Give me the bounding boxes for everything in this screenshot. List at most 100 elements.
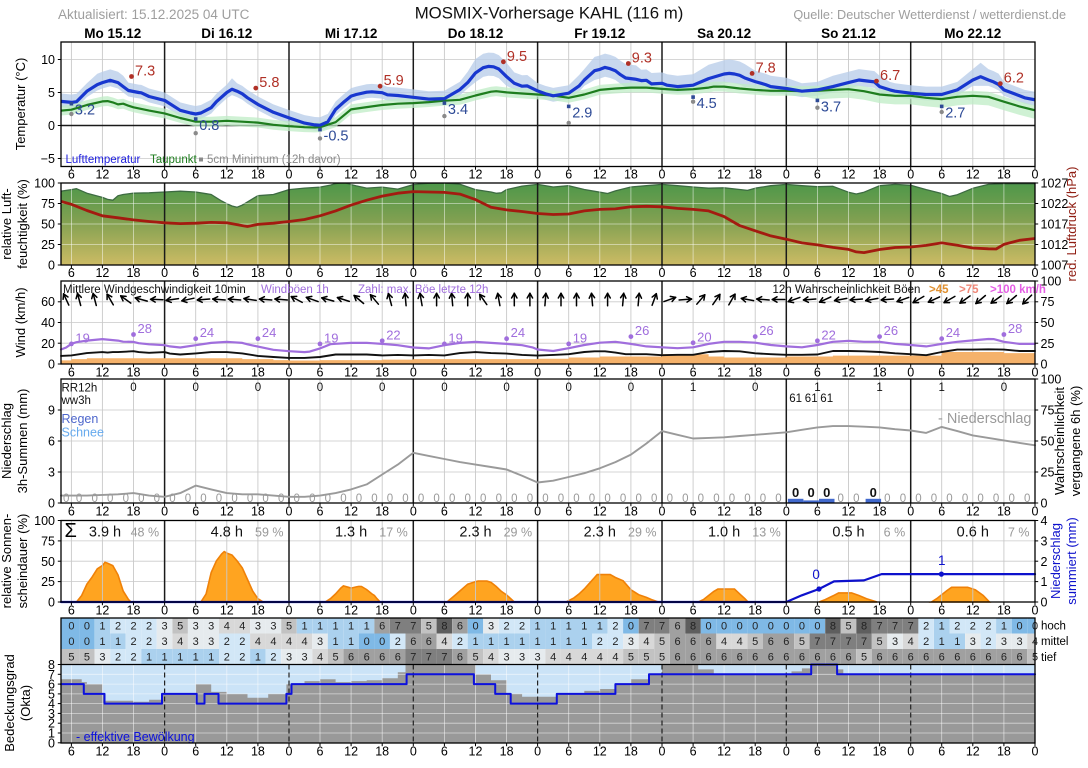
svg-text:10: 10 (41, 53, 55, 67)
svg-text:6: 6 (68, 604, 75, 618)
svg-text:>100 km/h: >100 km/h (990, 284, 1046, 296)
svg-text:8: 8 (830, 621, 836, 633)
svg-text:7: 7 (814, 636, 820, 648)
svg-text:1: 1 (938, 382, 944, 394)
svg-text:18: 18 (375, 604, 389, 618)
svg-text:4: 4 (301, 636, 307, 648)
svg-text:3: 3 (1016, 636, 1022, 648)
svg-text:0: 0 (823, 485, 830, 500)
svg-text:6: 6 (690, 168, 697, 182)
svg-text:6: 6 (68, 505, 75, 519)
svg-text:So 21.12: So 21.12 (821, 26, 876, 41)
svg-text:2: 2 (597, 636, 603, 648)
svg-text:5: 5 (333, 652, 339, 664)
svg-text:100: 100 (34, 177, 55, 191)
svg-text:6: 6 (737, 652, 743, 664)
svg-text:50: 50 (41, 555, 55, 569)
svg-text:(Okta): (Okta) (18, 685, 33, 721)
svg-text:1: 1 (162, 652, 168, 664)
svg-text:0: 0 (286, 604, 293, 618)
svg-text:1: 1 (317, 621, 323, 633)
svg-text:4: 4 (597, 652, 603, 664)
svg-text:1: 1 (876, 382, 882, 394)
svg-text:Bedeckungsgrad: Bedeckungsgrad (2, 654, 17, 752)
svg-text:4: 4 (908, 636, 914, 648)
svg-text:1: 1 (550, 621, 556, 633)
svg-text:1: 1 (519, 636, 525, 648)
svg-text:6: 6 (192, 168, 199, 182)
svg-text:7: 7 (861, 636, 867, 648)
svg-text:18: 18 (127, 168, 141, 182)
svg-text:2: 2 (923, 636, 929, 648)
svg-text:6: 6 (457, 621, 463, 633)
svg-text:18: 18 (375, 366, 389, 380)
svg-text:Do 18.12: Do 18.12 (448, 26, 504, 41)
svg-text:1: 1 (535, 636, 541, 648)
svg-text:12: 12 (469, 604, 483, 618)
svg-text:12: 12 (593, 745, 607, 759)
svg-text:3: 3 (535, 652, 541, 664)
svg-text:0: 0 (907, 745, 914, 759)
svg-text:1: 1 (938, 553, 946, 568)
svg-text:12: 12 (344, 505, 358, 519)
svg-text:1: 1 (488, 636, 494, 648)
svg-text:0.5 h: 0.5 h (832, 525, 864, 541)
svg-text:5: 5 (752, 636, 758, 648)
svg-text:6: 6 (441, 168, 448, 182)
svg-text:0: 0 (68, 621, 74, 633)
svg-text:18: 18 (251, 604, 265, 618)
svg-text:0: 0 (441, 382, 447, 394)
svg-text:24: 24 (262, 325, 276, 340)
svg-text:12: 12 (593, 366, 607, 380)
svg-text:6: 6 (768, 652, 774, 664)
svg-text:0: 0 (48, 119, 55, 133)
svg-text:6: 6 (192, 505, 199, 519)
svg-text:0: 0 (472, 621, 478, 633)
svg-text:24: 24 (200, 325, 214, 340)
svg-text:6: 6 (954, 652, 960, 664)
svg-text:1.0 h: 1.0 h (708, 525, 740, 541)
svg-text:29 %: 29 % (628, 526, 657, 540)
svg-text:Niederschlag: Niederschlag (0, 403, 14, 479)
svg-text:>75: >75 (959, 284, 979, 296)
svg-text:7: 7 (659, 621, 665, 633)
svg-text:19: 19 (573, 330, 587, 345)
svg-text:2: 2 (395, 636, 401, 648)
svg-text:6: 6 (68, 168, 75, 182)
svg-text:Mi 17.12: Mi 17.12 (325, 26, 378, 41)
svg-text:5: 5 (799, 636, 805, 648)
svg-text:12: 12 (717, 168, 731, 182)
svg-text:-0.5: -0.5 (324, 129, 349, 145)
svg-text:6: 6 (783, 636, 789, 648)
svg-text:2: 2 (130, 621, 136, 633)
svg-text:2: 2 (239, 652, 245, 664)
svg-text:4: 4 (224, 621, 230, 633)
svg-text:ww3h: ww3h (61, 395, 91, 407)
svg-text:0.8: 0.8 (199, 118, 219, 134)
svg-text:6: 6 (48, 435, 55, 449)
svg-text:18: 18 (997, 366, 1011, 380)
svg-text:vergangene 6h (%): vergangene 6h (%) (1068, 386, 1083, 497)
svg-text:5: 5 (472, 652, 478, 664)
svg-text:12: 12 (842, 168, 856, 182)
svg-text:6: 6 (192, 266, 199, 280)
svg-text:6: 6 (379, 652, 385, 664)
svg-text:RR12h: RR12h (62, 383, 98, 395)
svg-text:0: 0 (783, 366, 790, 380)
svg-text:7: 7 (643, 621, 649, 633)
svg-text:6: 6 (690, 636, 696, 648)
svg-text:6: 6 (348, 652, 354, 664)
svg-text:0: 0 (659, 505, 666, 519)
svg-text:8: 8 (861, 621, 867, 633)
svg-text:12: 12 (95, 168, 109, 182)
svg-text:Aktualisiert: 15.12.2025 04 UT: Aktualisiert: 15.12.2025 04 UTC (58, 7, 250, 22)
svg-text:2: 2 (954, 621, 960, 633)
svg-text:18: 18 (997, 505, 1011, 519)
svg-text:0: 0 (534, 604, 541, 618)
svg-text:18: 18 (375, 505, 389, 519)
svg-text:18: 18 (375, 168, 389, 182)
svg-text:1: 1 (255, 652, 261, 664)
svg-text:1: 1 (99, 636, 105, 648)
svg-text:3.2: 3.2 (75, 103, 95, 119)
svg-text:12: 12 (220, 168, 234, 182)
